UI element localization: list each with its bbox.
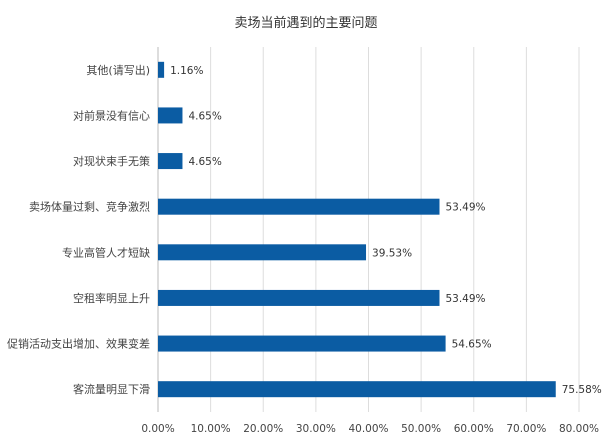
x-tick-label: 80.00% — [559, 423, 599, 435]
category-label: 对前景没有信心 — [73, 108, 150, 122]
category-label: 对现状束手无策 — [73, 154, 150, 168]
bar — [158, 153, 183, 170]
x-tick-label: 10.00% — [191, 423, 231, 435]
category-label: 客流量明显下滑 — [73, 382, 150, 396]
data-label: 53.49% — [445, 293, 485, 305]
bar — [158, 107, 183, 124]
x-tick-label: 20.00% — [243, 423, 283, 435]
data-label: 53.49% — [445, 202, 485, 214]
data-label: 54.65% — [452, 339, 492, 351]
bar — [158, 244, 367, 261]
bar — [158, 289, 440, 306]
category-label: 促销活动支出增加、效果变差 — [7, 337, 150, 351]
bar — [158, 61, 165, 78]
data-label: 4.65% — [188, 156, 221, 168]
category-label: 空租率明显上升 — [73, 291, 150, 305]
x-tick-label: 60.00% — [454, 423, 494, 435]
category-label: 其他(请写出) — [86, 63, 150, 77]
data-label: 75.58% — [562, 384, 602, 396]
bar — [158, 335, 446, 352]
chart-title: 卖场当前遇到的主要问题 — [234, 15, 377, 31]
data-label: 1.16% — [170, 65, 203, 77]
bar — [158, 381, 556, 398]
bar — [158, 198, 440, 215]
data-label: 4.65% — [188, 110, 221, 122]
x-tick-label: 70.00% — [506, 423, 546, 435]
x-tick-label: 50.00% — [401, 423, 441, 435]
x-tick-label: 30.00% — [296, 423, 336, 435]
x-tick-label: 40.00% — [348, 423, 388, 435]
category-label: 专业高管人才短缺 — [62, 245, 150, 259]
category-label: 卖场体量过剩、竞争激烈 — [29, 200, 150, 214]
data-label: 39.53% — [372, 247, 412, 259]
x-tick-label: 0.00% — [141, 423, 174, 435]
